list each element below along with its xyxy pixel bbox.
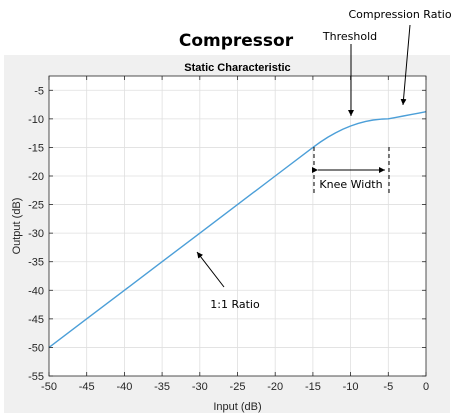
one-to-one-arrow: [196, 251, 225, 288]
x-tick-label: -10: [343, 381, 359, 393]
compression-ratio-arrow: [400, 24, 411, 106]
series-line: [48, 111, 427, 348]
y-tick-label: -40: [28, 285, 44, 297]
y-tick-label: -45: [28, 314, 44, 326]
plot-title: Static Characteristic: [184, 62, 290, 74]
ticks: -50 -45 -40 -35 -30 -25 -20 -15 -10 -5 0-55-50-45-…: [28, 76, 429, 393]
main-title: Compressor: [179, 31, 294, 51]
series-layer: [48, 111, 427, 348]
y-tick-label: -10: [28, 114, 44, 126]
grid: [49, 76, 426, 376]
x-tick-label: -40: [116, 381, 132, 393]
x-tick-label: -25: [230, 381, 246, 393]
x-axis-label: Input (dB): [213, 401, 261, 413]
y-tick-label: -25: [28, 200, 44, 212]
y-tick-label: -5: [34, 85, 44, 97]
annotations: Threshold Compression Ratio Knee Width 1…: [196, 8, 452, 311]
x-tick-label: -50: [41, 381, 57, 393]
y-tick-label: -55: [28, 371, 44, 383]
x-tick-label: -30: [192, 381, 208, 393]
x-tick-label: -5: [383, 381, 393, 393]
knee-width-label: Knee Width: [319, 178, 382, 191]
threshold-label: Threshold: [322, 30, 377, 43]
y-tick-label: -15: [28, 142, 44, 154]
y-tick-label: -20: [28, 171, 44, 183]
y-tick-label: -30: [28, 228, 44, 240]
compression-ratio-label: Compression Ratio: [348, 8, 451, 21]
x-tick-label: -35: [154, 381, 170, 393]
x-tick-label: -45: [79, 381, 95, 393]
y-tick-label: -35: [28, 257, 44, 269]
y-axis-label: Output (dB): [11, 198, 23, 255]
x-tick-label: -15: [305, 381, 321, 393]
x-tick-label: 0: [423, 381, 429, 393]
x-tick-label: -20: [267, 381, 283, 393]
one-to-one-label: 1:1 Ratio: [210, 298, 260, 311]
y-tick-label: -50: [28, 342, 44, 354]
